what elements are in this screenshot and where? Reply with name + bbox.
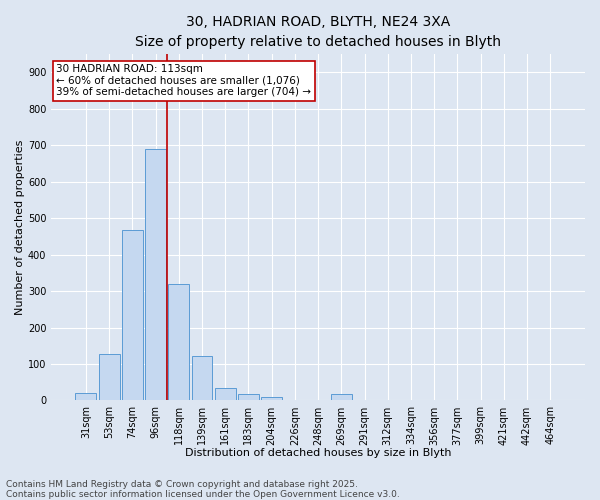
X-axis label: Distribution of detached houses by size in Blyth: Distribution of detached houses by size … (185, 448, 451, 458)
Y-axis label: Number of detached properties: Number of detached properties (15, 140, 25, 315)
Bar (215, 388, 236, 400)
Bar (122, 230, 143, 400)
Text: Contains HM Land Registry data © Crown copyright and database right 2025.
Contai: Contains HM Land Registry data © Crown c… (6, 480, 400, 499)
Title: 30, HADRIAN ROAD, BLYTH, NE24 3XA
Size of property relative to detached houses i: 30, HADRIAN ROAD, BLYTH, NE24 3XA Size o… (135, 15, 501, 48)
Bar (145, 150, 166, 400)
Bar (331, 394, 352, 400)
Bar (76, 393, 97, 400)
Bar (261, 397, 282, 400)
Bar (168, 284, 189, 401)
Bar (98, 354, 119, 401)
Bar (191, 356, 212, 401)
Text: 30 HADRIAN ROAD: 113sqm
← 60% of detached houses are smaller (1,076)
39% of semi: 30 HADRIAN ROAD: 113sqm ← 60% of detache… (56, 64, 311, 98)
Bar (238, 394, 259, 400)
